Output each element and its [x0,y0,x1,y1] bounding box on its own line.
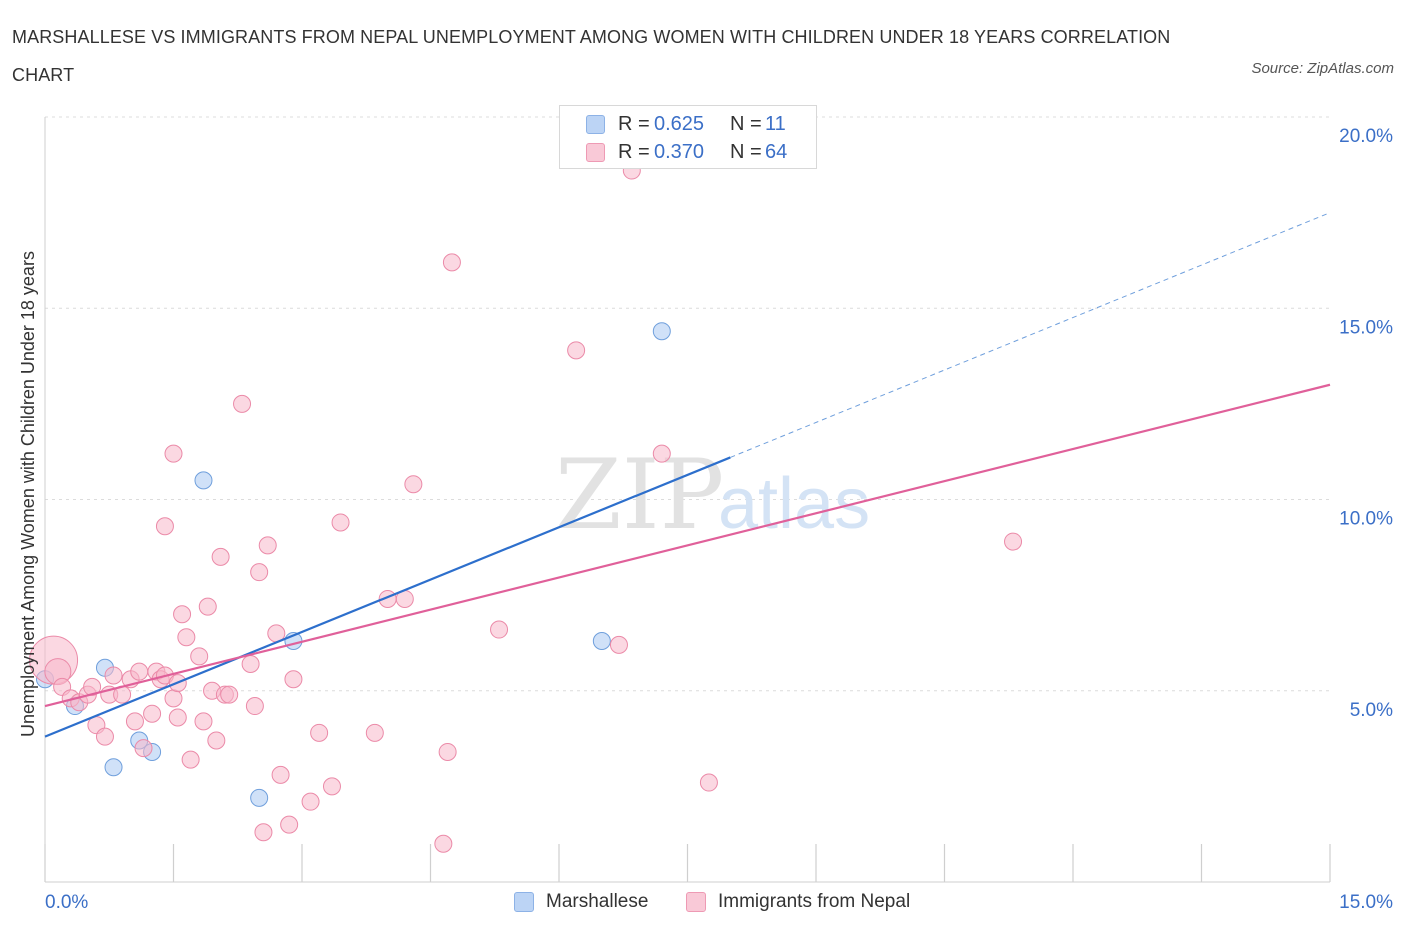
nepal-point [301,792,320,811]
watermark: ZIP atlas [555,439,870,551]
y-axis-label: Unemployment Among Women with Children U… [18,251,38,737]
r-value: 0.370 [654,141,705,163]
nepal-point [322,777,341,796]
nepal-point [177,628,196,647]
marshallese-point [652,322,671,341]
nepal-point [250,563,269,582]
nepal-point [442,253,461,272]
nepal-point [652,444,671,463]
nepal-point [280,815,299,834]
x-tick-label: 0.0% [45,892,88,913]
nepal-point [95,727,114,746]
n-value: 64 [765,141,788,163]
nepal-point [699,773,718,792]
nepal-point [207,731,226,750]
y-tick-label: 20.0% [1339,126,1393,147]
nepal-point [271,765,290,784]
nepal-point [438,742,457,761]
y-tick-label: 10.0% [1339,509,1393,530]
correlation-row-marshallese: R = 0.625 N = 11 [560,110,816,138]
nepal-point [434,834,453,853]
n-label: N = [730,113,762,135]
nepal-point [104,666,123,685]
nepal-point [284,670,303,689]
nepal-trend-line [44,383,1331,708]
nepal-point [143,704,162,723]
chart-title: MARSHALLESE VS IMMIGRANTS FROM NEPAL UNE… [12,27,1171,85]
nepal-point [164,689,183,708]
marshallese-point [104,758,123,777]
nepal-point [164,444,183,463]
nepal-point [194,712,213,731]
data-points [29,161,1023,853]
legend-swatch-marshallese [514,892,534,912]
tick-labels: 5.0% 10.0% 15.0% 20.0% 0.0% 15.0% [45,126,1393,913]
legend-swatch-marshallese [586,115,605,134]
nepal-point [155,517,174,536]
trend-lines [44,212,1331,738]
nepal-point [181,750,200,769]
nepal-point [168,708,187,727]
marshallese-trend-line [44,456,731,738]
nepal-point [190,647,209,666]
nepal-point [83,677,102,696]
legend-swatch-nepal [586,143,605,162]
nepal-point [490,620,509,639]
axes [44,117,1331,883]
nepal-point [254,823,273,842]
nepal-point [310,723,329,742]
nepal-point [567,341,586,360]
marshallese-trend-extension [730,212,1331,458]
correlation-legend: R = 0.625 N = 11 R = 0.370 N = 64 [559,105,817,169]
legend-label-marshallese: Marshallese [546,891,649,912]
nepal-point [134,739,153,758]
legend-swatch-nepal [686,892,706,912]
marshallese-point [194,471,213,490]
nepal-point [130,662,149,681]
nepal-point [173,605,192,624]
nepal-point [233,394,252,413]
nepal-point [404,475,423,494]
nepal-point [331,513,350,532]
x-tick-label: 15.0% [1339,892,1393,913]
marshallese-point [250,788,269,807]
n-label: N = [730,141,762,163]
correlation-row-nepal: R = 0.370 N = 64 [560,138,816,166]
nepal-point [198,597,217,616]
y-tick-label: 15.0% [1339,317,1393,338]
nepal-point [241,654,260,673]
y-tick-label: 5.0% [1350,700,1393,721]
nepal-point [211,547,230,566]
r-label: R = [618,141,650,163]
r-label: R = [618,113,650,135]
marshallese-point [592,632,611,651]
source-label: Source: ZipAtlas.com [1251,60,1394,77]
nepal-point [1004,532,1023,551]
r-value: 0.625 [654,113,705,135]
legend-label-nepal: Immigrants from Nepal [718,891,911,912]
nepal-point [245,697,264,716]
n-value: 11 [765,113,786,135]
nepal-point [258,536,277,555]
nepal-point [365,723,384,742]
nepal-point [125,712,144,731]
nepal-point [609,635,628,654]
nepal-point [220,685,239,704]
